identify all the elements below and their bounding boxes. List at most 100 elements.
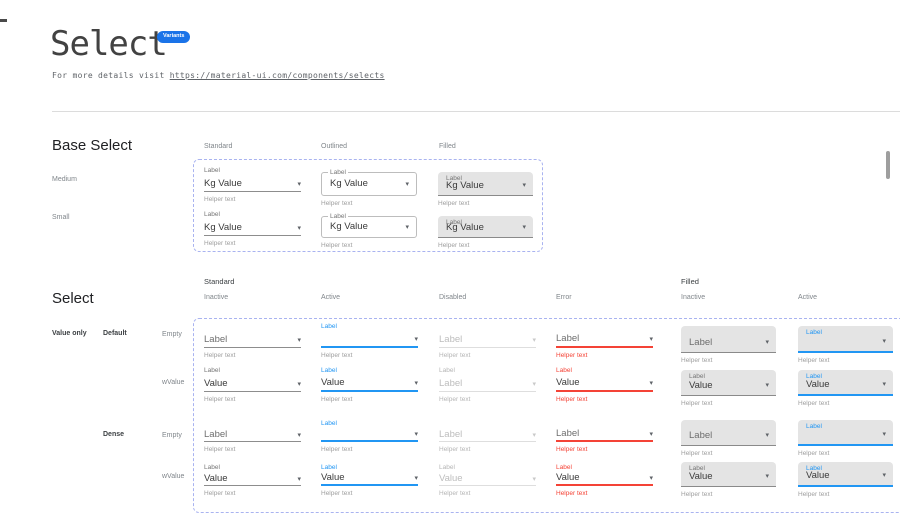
- select-input[interactable]: Label Value ▾: [681, 462, 776, 487]
- select-floating-label: [439, 420, 536, 428]
- select-floating-label: Label: [446, 175, 462, 182]
- select-value: Value: [689, 379, 713, 391]
- helper-text: Helper text: [321, 200, 353, 207]
- column-header-std-active: Active: [321, 294, 341, 301]
- select-value: Value: [439, 472, 463, 484]
- select-value: Label: [439, 333, 463, 345]
- select-value: Value: [556, 376, 580, 388]
- select-input[interactable]: Label ▾: [798, 326, 893, 353]
- select-input[interactable]: Label Kg Value ▾: [321, 169, 417, 196]
- group-header-standard: Standard: [204, 277, 235, 286]
- group-header-filled: Filled: [681, 277, 699, 286]
- standard-select-inactive: Label Kg Value ▾ Helper text: [204, 210, 301, 247]
- helper-text: Helper text: [681, 491, 713, 498]
- dropdown-arrow-icon: ▾: [765, 382, 769, 389]
- select-value: Label: [204, 428, 228, 440]
- select-value: Value: [806, 378, 830, 390]
- helper-text: Helper text: [681, 450, 713, 457]
- base-select-frame: [193, 159, 543, 252]
- standard-select-inactive: Label Value ▾ Helper text: [204, 464, 301, 497]
- dropdown-arrow-icon: ▾: [882, 472, 886, 479]
- row-group-label: Value only: [52, 330, 87, 337]
- select-input[interactable]: Label ▾: [681, 420, 776, 446]
- filled-select-inactive: Label Value ▾ Helper text: [681, 462, 776, 498]
- standard-select-active: Label Value ▾ Helper text: [321, 464, 418, 497]
- docs-link[interactable]: https://material-ui.com/components/selec…: [169, 71, 385, 80]
- select-input[interactable]: Label ▾: [556, 428, 653, 442]
- row-label-empty-2: Empty: [162, 432, 182, 439]
- select-value: Value: [321, 471, 345, 483]
- select-value: Value: [556, 471, 580, 483]
- filled-select-active: Label ▾ Helper text: [798, 420, 893, 457]
- standard-select-active: Label ▾ Helper text: [321, 420, 418, 453]
- select-floating-label: [689, 329, 776, 337]
- select-input[interactable]: Label Kg Value ▾: [438, 216, 533, 238]
- select-input[interactable]: Label ▾: [681, 326, 776, 353]
- select-value: Kg Value: [330, 178, 368, 190]
- select-floating-label: Label: [556, 464, 572, 471]
- select-floating-label: Label: [204, 167, 220, 174]
- select-floating-label: Label: [806, 423, 822, 430]
- filled-select-active: Label ▾ Helper text: [798, 322, 893, 364]
- select-input[interactable]: ▾: [321, 331, 418, 348]
- select-input[interactable]: Label ▾: [204, 428, 301, 442]
- outlined-select-inactive: Label Kg Value ▾ Helper text: [321, 210, 417, 249]
- helper-text: Helper text: [438, 242, 470, 249]
- dropdown-arrow-icon: ▾: [765, 339, 769, 346]
- helper-text: Helper text: [798, 400, 830, 407]
- select-input[interactable]: Label ▾: [204, 331, 301, 348]
- helper-text: Helper text: [321, 446, 353, 453]
- select-input[interactable]: Label Value ▾: [798, 462, 893, 487]
- dropdown-arrow-icon: ▾: [882, 381, 886, 388]
- dropdown-arrow-icon: ▾: [297, 225, 301, 232]
- helper-text: Helper text: [798, 357, 830, 364]
- select-floating-label: Label: [806, 465, 822, 472]
- select-input[interactable]: Value ▾: [204, 375, 301, 392]
- select-input[interactable]: Value ▾: [556, 472, 653, 486]
- select-input[interactable]: Kg Value ▾: [204, 175, 301, 192]
- helper-text: Helper text: [798, 491, 830, 498]
- filled-select-inactive: Label Kg Value ▾ Helper text: [438, 166, 533, 207]
- select-value: Value: [321, 376, 345, 388]
- select-input[interactable]: Label Kg Value ▾: [438, 172, 533, 196]
- helper-text: Helper text: [204, 446, 236, 453]
- dropdown-arrow-icon: ▾: [405, 223, 409, 231]
- helper-text: Helper text: [556, 446, 588, 453]
- column-header-std-inactive: Inactive: [204, 294, 229, 301]
- select-input[interactable]: Label ▾: [439, 331, 536, 348]
- select-input[interactable]: Value ▾: [556, 375, 653, 392]
- select-floating-label: Label: [689, 465, 705, 472]
- select-floating-label: Label: [328, 213, 348, 221]
- select-input[interactable]: Value ▾: [204, 472, 301, 486]
- dropdown-arrow-icon: ▾: [522, 182, 526, 189]
- select-input[interactable]: Value ▾: [321, 375, 418, 392]
- select-value: Label: [556, 332, 580, 344]
- select-input[interactable]: Label ▾: [556, 331, 653, 348]
- select-input[interactable]: Value ▾: [439, 472, 536, 486]
- select-input[interactable]: Label Kg Value ▾: [321, 213, 417, 238]
- select-input[interactable]: ▾: [321, 428, 418, 442]
- column-header-std-disabled: Disabled: [439, 294, 467, 301]
- select-floating-label: [439, 322, 536, 331]
- standard-select-inactive: Label ▾ Helper text: [204, 322, 301, 359]
- standard-select-active: Label Value ▾ Helper text: [321, 366, 418, 403]
- vertical-scrollbar-thumb[interactable]: [886, 151, 890, 179]
- select-floating-label: Label: [439, 464, 455, 471]
- select-input[interactable]: Kg Value ▾: [204, 219, 301, 236]
- dropdown-arrow-icon: ▾: [414, 431, 418, 438]
- standard-select-error: Label Value ▾ Helper text: [556, 366, 653, 403]
- select-input[interactable]: Label ▾: [439, 428, 536, 442]
- variants-badge: Variants: [157, 31, 191, 43]
- select-value: Label: [439, 428, 463, 440]
- select-floating-label: Label: [321, 367, 337, 374]
- dropdown-arrow-icon: ▾: [532, 432, 536, 439]
- select-input[interactable]: Value ▾: [321, 472, 418, 486]
- select-input[interactable]: Label Value ▾: [681, 370, 776, 396]
- select-value: Kg Value: [330, 221, 368, 233]
- select-input[interactable]: Label ▾: [798, 420, 893, 446]
- select-floating-label: Label: [689, 373, 705, 380]
- select-input[interactable]: Label Value ▾: [798, 370, 893, 396]
- helper-text: Helper text: [681, 400, 713, 407]
- dropdown-arrow-icon: ▾: [414, 475, 418, 482]
- select-input[interactable]: Label ▾: [439, 375, 536, 392]
